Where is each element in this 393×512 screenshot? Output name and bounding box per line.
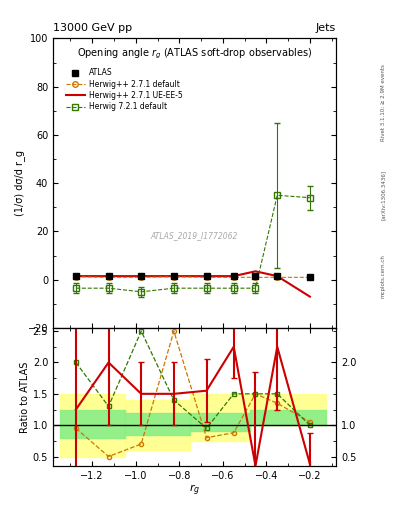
Y-axis label: (1/σ) dσ/d r_g: (1/σ) dσ/d r_g [14,150,25,216]
Text: mcplots.cern.ch: mcplots.cern.ch [381,254,386,298]
Text: [arXiv:1306.3436]: [arXiv:1306.3436] [381,169,386,220]
Legend: ATLAS, Herwig++ 2.7.1 default, Herwig++ 2.7.1 UE-EE-5, Herwig 7.2.1 default: ATLAS, Herwig++ 2.7.1 default, Herwig++ … [62,66,185,114]
Text: Rivet 3.1.10; ≥ 2.9M events: Rivet 3.1.10; ≥ 2.9M events [381,64,386,141]
Y-axis label: Ratio to ATLAS: Ratio to ATLAS [20,361,30,433]
Text: Jets: Jets [316,23,336,33]
Text: ATLAS_2019_I1772062: ATLAS_2019_I1772062 [151,231,238,240]
X-axis label: $r_g$: $r_g$ [189,482,200,498]
Text: 13000 GeV pp: 13000 GeV pp [53,23,132,33]
Text: Opening angle $r_g$ (ATLAS soft-drop observables): Opening angle $r_g$ (ATLAS soft-drop obs… [77,47,312,61]
